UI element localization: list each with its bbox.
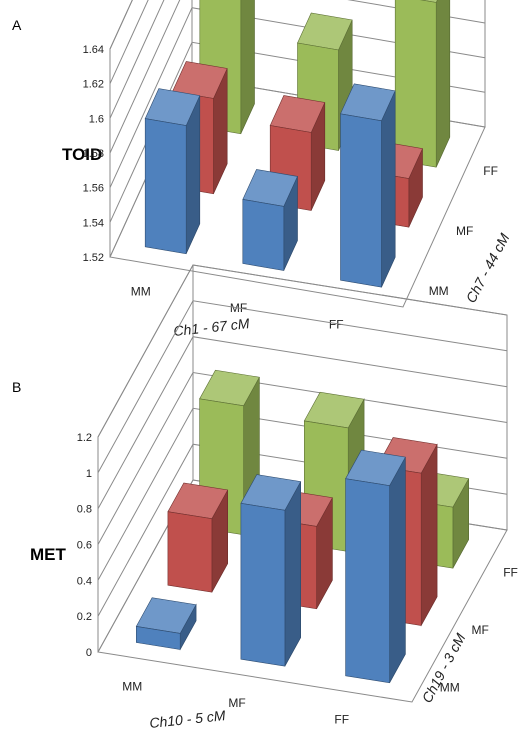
z-tick-label: MF — [456, 224, 473, 238]
gridline — [97, 371, 508, 545]
bar-front — [136, 626, 181, 650]
bar-front — [144, 118, 187, 255]
x-tick-label: MM — [122, 679, 142, 693]
bar-front — [167, 511, 213, 593]
gridline — [97, 300, 508, 474]
bar-front — [240, 502, 286, 667]
bar — [394, 0, 451, 168]
y-tick-label: 1.2 — [77, 432, 92, 444]
y-tick-label: 0.8 — [77, 504, 92, 516]
bar-side — [389, 456, 406, 683]
bar-side — [381, 90, 396, 288]
series-row-1 — [135, 449, 406, 684]
y-tick-label: 1.52 — [83, 252, 104, 264]
bar — [167, 482, 229, 593]
y-tick-label: 0.2 — [77, 611, 92, 623]
bar-front — [242, 199, 285, 271]
y-tick-label: 1.54 — [83, 217, 104, 229]
x-tick-label: MF — [228, 696, 245, 710]
bar — [135, 597, 197, 651]
y-axis-title-a: TOID — [62, 145, 102, 164]
z-tick-label: MM — [440, 680, 460, 694]
gridline — [97, 336, 508, 509]
y-tick-label: 1.62 — [83, 79, 104, 91]
series-row-1 — [144, 83, 396, 288]
y-tick-label: 1.64 — [83, 44, 104, 56]
x-tick-label: FF — [334, 713, 349, 727]
y-tick-label: 1.6 — [89, 113, 104, 125]
bar — [345, 449, 406, 684]
gridlines-a — [109, 0, 486, 223]
chart-b: B MET Ch10 - 5 cM Ch19 - 3 cM 00.20.40.6… — [12, 264, 518, 731]
panel-label-a: A — [12, 17, 22, 33]
y-tick-label: 1.58 — [83, 148, 104, 160]
bar-front — [340, 113, 382, 288]
plot-area-b: 0 0.2 0.4 0.6 0.8 1 1.2 MM MF FF MM MF FF — [77, 264, 518, 727]
y-tick-label: 1.56 — [83, 183, 104, 195]
gridline — [109, 0, 486, 154]
bar-front — [394, 0, 437, 168]
bar-side — [435, 0, 451, 168]
x-tick-label: MM — [131, 284, 151, 298]
y-tick-label: 0.6 — [77, 540, 92, 552]
bar-side — [420, 443, 438, 627]
y-tick-label: 1 — [86, 468, 92, 480]
gridline — [109, 7, 486, 188]
z-tick-label: FF — [483, 164, 498, 178]
panel-label-b: B — [12, 379, 21, 395]
bar — [242, 169, 298, 271]
bar-side — [284, 481, 302, 667]
bar — [340, 83, 396, 288]
z-tick-label: MF — [472, 623, 489, 637]
gridline — [109, 41, 486, 223]
chart-a: A TOID Ch1 - 67 cM Ch7 - 44 cM 1.52 1.54 1… — [12, 0, 513, 339]
y-tick-label: 0.4 — [77, 575, 92, 587]
x-tick-label: FF — [329, 318, 344, 332]
gridline — [97, 264, 508, 438]
gridline — [109, 0, 149, 84]
z-axis-title-a: Ch7 - 44 cM — [463, 230, 513, 305]
bar-front — [345, 478, 390, 684]
z-tick-label: MM — [429, 284, 449, 298]
x-axis-title-a: Ch1 - 67 cM — [173, 315, 251, 339]
y-axis-title-b: MET — [30, 545, 67, 564]
x-axis-title-b: Ch10 - 5 cM — [149, 707, 227, 731]
bar — [240, 474, 302, 667]
floor-b — [97, 479, 508, 703]
y-tick-label: 0 — [86, 647, 92, 659]
z-tick-label: FF — [503, 566, 518, 580]
gridline — [109, 0, 165, 119]
bar-side — [240, 0, 255, 134]
bar — [144, 88, 201, 255]
